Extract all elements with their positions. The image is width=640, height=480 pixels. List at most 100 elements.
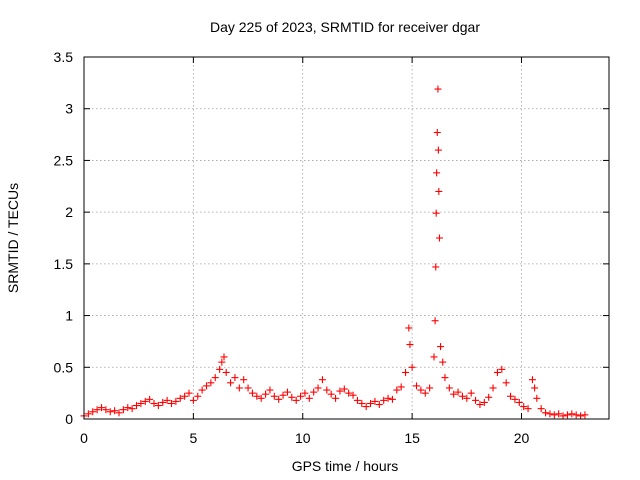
data-point (270, 392, 278, 400)
data-point (550, 411, 558, 419)
data-point (220, 353, 228, 361)
data-point (253, 392, 261, 400)
data-point (463, 394, 471, 402)
data-point (531, 384, 539, 392)
data-point (450, 390, 458, 398)
chart-title: Day 225 of 2023, SRMTID for receiver dga… (210, 19, 480, 35)
x-tick-label: 5 (189, 430, 197, 446)
y-axis-label: SRMTID / TECUs (5, 183, 21, 293)
data-point (310, 388, 318, 396)
y-tick-labels: 0 0.5 1 1.5 2 2.5 3 3.5 (54, 49, 74, 427)
data-point (137, 399, 145, 407)
data-point (433, 169, 441, 177)
data-point (115, 409, 123, 417)
data-point (84, 410, 92, 418)
data-point (218, 358, 226, 366)
data-point (288, 393, 296, 401)
data-point (435, 187, 443, 195)
data-point (297, 392, 305, 400)
data-point (168, 399, 175, 407)
data-point (102, 406, 110, 414)
data-point (559, 412, 567, 420)
data-point (577, 412, 585, 420)
data-point (283, 388, 291, 396)
data-point (537, 405, 545, 413)
data-point (128, 405, 136, 413)
data-point (240, 376, 248, 384)
data-point (349, 391, 357, 399)
x-tick-label: 20 (514, 430, 530, 446)
data-point (572, 411, 580, 419)
data-point (371, 397, 379, 405)
data-point (542, 409, 550, 417)
data-point (150, 399, 158, 407)
data-point (417, 386, 425, 394)
data-point (408, 363, 416, 371)
data-point (433, 129, 441, 137)
x-tick-label: 0 (80, 430, 88, 446)
data-point (375, 401, 383, 409)
data-point (402, 368, 410, 376)
x-tick-labels: 0 5 10 15 20 (80, 430, 529, 446)
data-point (275, 395, 283, 403)
y-tick-label: 1 (65, 308, 73, 324)
data-points (80, 85, 589, 420)
data-point (528, 376, 536, 384)
axis-ticks (83, 56, 609, 420)
data-point (498, 365, 506, 373)
data-point (146, 395, 154, 403)
data-point (244, 384, 252, 392)
data-point (119, 406, 127, 414)
data-point (235, 384, 243, 392)
data-point (434, 146, 442, 154)
data-point (262, 390, 270, 398)
data-point (124, 404, 132, 412)
data-point (332, 394, 340, 402)
data-point (480, 398, 488, 406)
data-point (89, 408, 97, 416)
data-point (211, 374, 219, 382)
data-point (445, 384, 453, 392)
data-point (581, 411, 589, 419)
data-point (340, 385, 348, 393)
data-point (231, 374, 239, 382)
y-tick-label: 3.5 (54, 49, 74, 65)
data-point (507, 392, 515, 400)
x-axis-label: GPS time / hours (292, 458, 399, 474)
data-point (207, 379, 215, 387)
data-point (476, 401, 484, 409)
data-point (430, 353, 438, 361)
data-point (279, 391, 287, 399)
data-point (292, 396, 300, 404)
x-tick-label: 15 (404, 430, 420, 446)
data-point (555, 410, 563, 418)
data-point (154, 402, 162, 410)
data-point (111, 407, 119, 415)
data-point (172, 397, 180, 405)
data-point (533, 394, 541, 402)
y-tick-label: 2 (65, 204, 73, 220)
data-point (393, 386, 401, 394)
data-point (454, 388, 462, 396)
data-point (467, 389, 475, 397)
data-point (141, 397, 149, 405)
data-point (203, 382, 210, 390)
data-point (432, 209, 440, 217)
data-point (301, 389, 309, 397)
data-point (563, 411, 571, 419)
data-point (493, 368, 501, 376)
data-point (216, 365, 224, 373)
x-tick-label: 10 (295, 430, 311, 446)
data-point (502, 379, 510, 387)
data-point (198, 386, 206, 394)
data-point (185, 389, 193, 397)
grid-lines (84, 57, 609, 419)
data-point (257, 394, 265, 402)
data-point (133, 402, 140, 410)
plot-frame (83, 56, 610, 420)
data-point (362, 403, 370, 411)
data-point (406, 341, 414, 349)
data-point (93, 406, 101, 414)
data-point (358, 399, 366, 407)
data-point (485, 393, 493, 401)
